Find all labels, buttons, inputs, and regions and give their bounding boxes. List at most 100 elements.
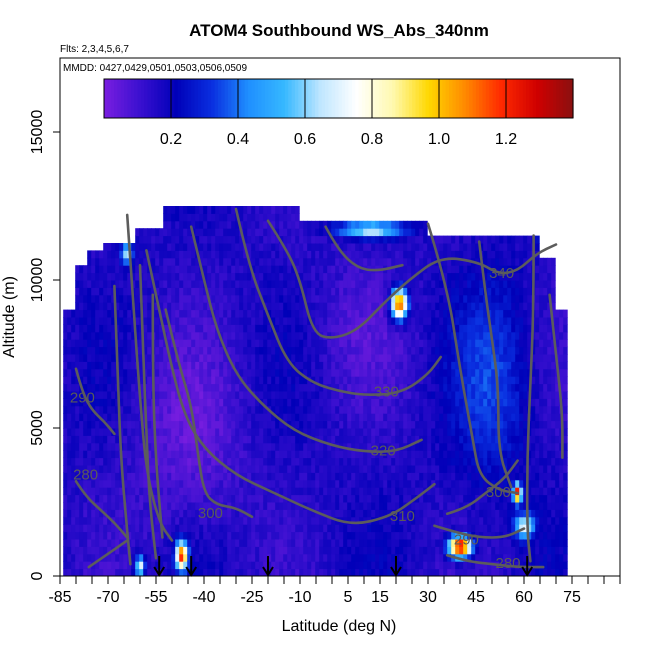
heatmap-cell: [255, 494, 260, 503]
heatmap-cell: [163, 324, 168, 333]
heatmap-cell: [355, 309, 360, 318]
heatmap-cell: [99, 317, 104, 325]
heatmap-cell: [343, 479, 348, 488]
heatmap-cell: [215, 280, 220, 288]
heatmap-cell: [403, 509, 408, 518]
heatmap-cell: [395, 531, 400, 540]
heatmap-cell: [147, 294, 152, 303]
heatmap-cell: [275, 302, 280, 311]
heatmap-cell: [479, 398, 484, 407]
heatmap-cell: [399, 509, 404, 518]
heatmap-cell: [347, 457, 352, 466]
heatmap-cell: [299, 494, 304, 503]
heatmap-cell: [351, 331, 356, 340]
heatmap-cell: [399, 324, 404, 333]
heatmap-cell: [347, 553, 352, 562]
heatmap-cell: [335, 457, 340, 466]
heatmap-cell: [71, 354, 76, 362]
heatmap-cell: [411, 383, 416, 392]
heatmap-cell: [107, 346, 112, 355]
heatmap-cell: [371, 524, 376, 533]
heatmap-cell: [263, 287, 268, 296]
heatmap-cell: [375, 376, 380, 385]
heatmap-cell: [267, 309, 272, 318]
heatmap-cell: [75, 287, 80, 296]
heatmap-cell: [71, 428, 76, 436]
heatmap-cell: [427, 235, 432, 244]
heatmap-cell: [167, 228, 172, 237]
heatmap-cell: [147, 442, 152, 451]
heatmap-cell: [463, 309, 468, 318]
heatmap-cell: [123, 354, 128, 362]
heatmap-cell: [127, 309, 132, 318]
heatmap-cell: [235, 235, 240, 244]
heatmap-cell: [447, 546, 452, 555]
heatmap-cell: [175, 309, 180, 318]
heatmap-cell: [163, 568, 168, 576]
heatmap-cell: [239, 531, 244, 540]
heatmap-cell: [99, 339, 104, 348]
heatmap-cell: [419, 531, 424, 540]
heatmap-cell: [203, 524, 208, 533]
heatmap-cell: [207, 428, 212, 436]
heatmap-cell: [111, 376, 116, 385]
heatmap-cell: [183, 420, 188, 429]
heatmap-cell: [243, 317, 248, 325]
heatmap-cell: [427, 346, 432, 355]
heatmap-cell: [315, 220, 320, 229]
heatmap-cell: [259, 287, 264, 296]
heatmap-cell: [435, 465, 440, 473]
heatmap-cell: [435, 420, 440, 429]
heatmap-cell: [99, 568, 104, 576]
heatmap-cell: [95, 368, 100, 377]
heatmap-cell: [271, 502, 276, 510]
heatmap-cell: [75, 398, 80, 407]
heatmap-cell: [207, 280, 212, 288]
heatmap-cell: [263, 280, 268, 288]
heatmap-cell: [199, 442, 204, 451]
heatmap-cell: [299, 294, 304, 303]
heatmap-cell: [327, 346, 332, 355]
heatmap-cell: [351, 428, 356, 436]
heatmap-cell: [111, 317, 116, 325]
heatmap-cell: [255, 553, 260, 562]
heatmap-cell: [295, 331, 300, 340]
heatmap-cell: [443, 457, 448, 466]
heatmap-cell: [251, 568, 256, 576]
heatmap-cell: [451, 354, 456, 362]
heatmap-cell: [303, 568, 308, 576]
heatmap-cell: [339, 450, 344, 459]
heatmap-cell: [227, 257, 232, 266]
heatmap-cell: [331, 494, 336, 503]
heatmap-cell: [263, 457, 268, 466]
heatmap-cell: [375, 280, 380, 288]
heatmap-cell: [235, 228, 240, 237]
heatmap-cell: [463, 561, 468, 570]
heatmap-cell: [319, 516, 324, 525]
heatmap-cell: [187, 317, 192, 325]
heatmap-cell: [223, 250, 228, 259]
heatmap-cell: [395, 524, 400, 533]
heatmap-cell: [363, 531, 368, 540]
heatmap-cell: [147, 509, 152, 518]
heatmap-cell: [367, 280, 372, 288]
heatmap-cell: [87, 509, 92, 518]
heatmap-cell: [91, 420, 96, 429]
heatmap-cell: [199, 553, 204, 562]
heatmap-cell: [91, 317, 96, 325]
heatmap-cell: [391, 383, 396, 392]
heatmap-cell: [131, 391, 136, 399]
heatmap-cell: [283, 509, 288, 518]
heatmap-cell: [271, 561, 276, 570]
heatmap-cell: [83, 442, 88, 451]
heatmap-cell: [267, 331, 272, 340]
heatmap-cell: [87, 472, 92, 481]
heatmap-cell: [75, 509, 80, 518]
heatmap-cell: [331, 376, 336, 385]
heatmap-cell: [263, 494, 268, 503]
heatmap-cell: [459, 398, 464, 407]
heatmap-cell: [267, 516, 272, 525]
heatmap-cell: [91, 376, 96, 385]
heatmap-cell: [271, 516, 276, 525]
heatmap-cell: [315, 561, 320, 570]
